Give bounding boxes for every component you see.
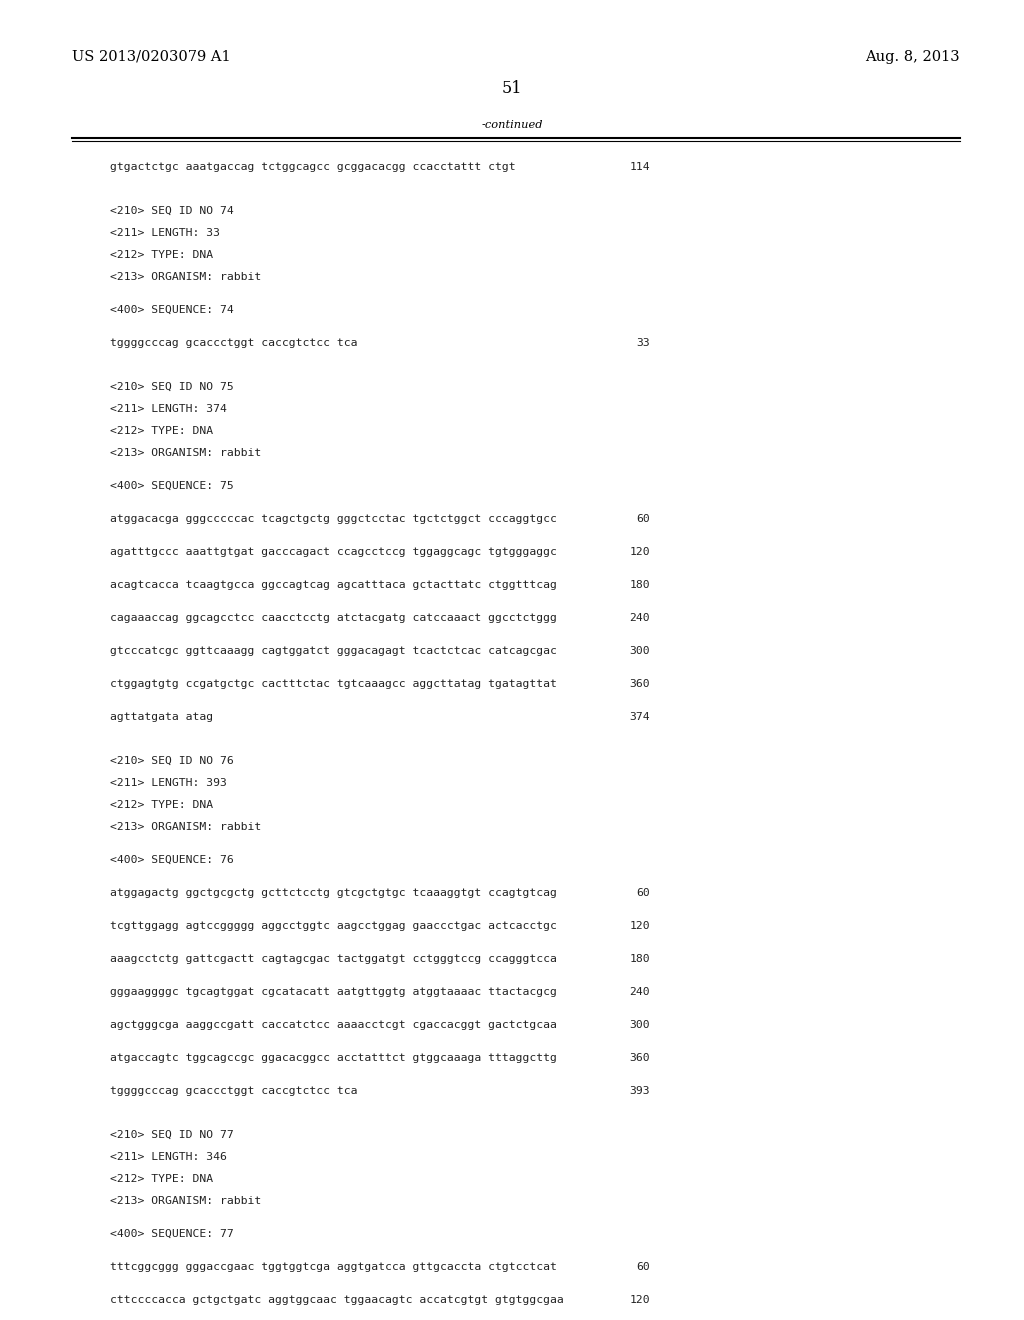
Text: 393: 393: [630, 1086, 650, 1096]
Text: Aug. 8, 2013: Aug. 8, 2013: [865, 50, 961, 63]
Text: 374: 374: [630, 711, 650, 722]
Text: <211> LENGTH: 33: <211> LENGTH: 33: [110, 228, 220, 238]
Text: <210> SEQ ID NO 76: <210> SEQ ID NO 76: [110, 756, 233, 766]
Text: agttatgata atag: agttatgata atag: [110, 711, 213, 722]
Text: <211> LENGTH: 374: <211> LENGTH: 374: [110, 404, 227, 414]
Text: <400> SEQUENCE: 76: <400> SEQUENCE: 76: [110, 855, 233, 865]
Text: <400> SEQUENCE: 74: <400> SEQUENCE: 74: [110, 305, 233, 315]
Text: tcgttggagg agtccggggg aggcctggtc aagcctggag gaaccctgac actcacctgc: tcgttggagg agtccggggg aggcctggtc aagcctg…: [110, 921, 557, 931]
Text: 360: 360: [630, 1053, 650, 1063]
Text: <400> SEQUENCE: 77: <400> SEQUENCE: 77: [110, 1229, 233, 1239]
Text: <213> ORGANISM: rabbit: <213> ORGANISM: rabbit: [110, 272, 261, 282]
Text: cagaaaccag ggcagcctcc caacctcctg atctacgatg catccaaact ggcctctggg: cagaaaccag ggcagcctcc caacctcctg atctacg…: [110, 612, 557, 623]
Text: US 2013/0203079 A1: US 2013/0203079 A1: [72, 50, 230, 63]
Text: <211> LENGTH: 393: <211> LENGTH: 393: [110, 777, 227, 788]
Text: 240: 240: [630, 612, 650, 623]
Text: 33: 33: [636, 338, 650, 348]
Text: acagtcacca tcaagtgcca ggccagtcag agcatttaca gctacttatc ctggtttcag: acagtcacca tcaagtgcca ggccagtcag agcattt…: [110, 579, 557, 590]
Text: 180: 180: [630, 954, 650, 964]
Text: <210> SEQ ID NO 75: <210> SEQ ID NO 75: [110, 381, 233, 392]
Text: <213> ORGANISM: rabbit: <213> ORGANISM: rabbit: [110, 447, 261, 458]
Text: 114: 114: [630, 162, 650, 172]
Text: 120: 120: [630, 1295, 650, 1305]
Text: cttccccacca gctgctgatc aggtggcaac tggaacagtc accatcgtgt gtgtggcgaa: cttccccacca gctgctgatc aggtggcaac tggaac…: [110, 1295, 564, 1305]
Text: atgaccagtc tggcagccgc ggacacggcc acctatttct gtggcaaaga tttaggcttg: atgaccagtc tggcagccgc ggacacggcc acctatt…: [110, 1053, 557, 1063]
Text: <212> TYPE: DNA: <212> TYPE: DNA: [110, 1173, 213, 1184]
Text: 300: 300: [630, 1020, 650, 1030]
Text: <213> ORGANISM: rabbit: <213> ORGANISM: rabbit: [110, 822, 261, 832]
Text: atggacacga gggcccccac tcagctgctg gggctcctac tgctctggct cccaggtgcc: atggacacga gggcccccac tcagctgctg gggctcc…: [110, 513, 557, 524]
Text: 180: 180: [630, 579, 650, 590]
Text: <211> LENGTH: 346: <211> LENGTH: 346: [110, 1152, 227, 1162]
Text: gtgactctgc aaatgaccag tctggcagcc gcggacacgg ccacctattt ctgt: gtgactctgc aaatgaccag tctggcagcc gcggaca…: [110, 162, 516, 172]
Text: gtcccatcgc ggttcaaagg cagtggatct gggacagagt tcactctcac catcagcgac: gtcccatcgc ggttcaaagg cagtggatct gggacag…: [110, 645, 557, 656]
Text: 60: 60: [636, 888, 650, 898]
Text: gggaaggggc tgcagtggat cgcatacatt aatgttggtg atggtaaaac ttactacgcg: gggaaggggc tgcagtggat cgcatacatt aatgttg…: [110, 987, 557, 997]
Text: 60: 60: [636, 513, 650, 524]
Text: atggagactg ggctgcgctg gcttctcctg gtcgctgtgc tcaaaggtgt ccagtgtcag: atggagactg ggctgcgctg gcttctcctg gtcgctg…: [110, 888, 557, 898]
Text: agatttgccc aaattgtgat gacccagact ccagcctccg tggaggcagc tgtgggaggc: agatttgccc aaattgtgat gacccagact ccagcct…: [110, 546, 557, 557]
Text: 300: 300: [630, 645, 650, 656]
Text: 60: 60: [636, 1262, 650, 1272]
Text: <213> ORGANISM: rabbit: <213> ORGANISM: rabbit: [110, 1196, 261, 1206]
Text: ctggagtgtg ccgatgctgc cactttctac tgtcaaagcc aggcttatag tgatagttat: ctggagtgtg ccgatgctgc cactttctac tgtcaaa…: [110, 678, 557, 689]
Text: 240: 240: [630, 987, 650, 997]
Text: <212> TYPE: DNA: <212> TYPE: DNA: [110, 800, 213, 810]
Text: <210> SEQ ID NO 77: <210> SEQ ID NO 77: [110, 1130, 233, 1140]
Text: -continued: -continued: [481, 120, 543, 129]
Text: 51: 51: [502, 81, 522, 96]
Text: tttcggcggg gggaccgaac tggtggtcga aggtgatcca gttgcaccta ctgtcctcat: tttcggcggg gggaccgaac tggtggtcga aggtgat…: [110, 1262, 557, 1272]
Text: tggggcccag gcaccctggt caccgtctcc tca: tggggcccag gcaccctggt caccgtctcc tca: [110, 338, 357, 348]
Text: 360: 360: [630, 678, 650, 689]
Text: aaagcctctg gattcgactt cagtagcgac tactggatgt cctgggtccg ccagggtcca: aaagcctctg gattcgactt cagtagcgac tactgga…: [110, 954, 557, 964]
Text: 120: 120: [630, 921, 650, 931]
Text: <212> TYPE: DNA: <212> TYPE: DNA: [110, 249, 213, 260]
Text: <212> TYPE: DNA: <212> TYPE: DNA: [110, 426, 213, 436]
Text: <210> SEQ ID NO 74: <210> SEQ ID NO 74: [110, 206, 233, 216]
Text: <400> SEQUENCE: 75: <400> SEQUENCE: 75: [110, 480, 233, 491]
Text: tggggcccag gcaccctggt caccgtctcc tca: tggggcccag gcaccctggt caccgtctcc tca: [110, 1086, 357, 1096]
Text: agctgggcga aaggccgatt caccatctcc aaaacctcgt cgaccacggt gactctgcaa: agctgggcga aaggccgatt caccatctcc aaaacct…: [110, 1020, 557, 1030]
Text: 120: 120: [630, 546, 650, 557]
